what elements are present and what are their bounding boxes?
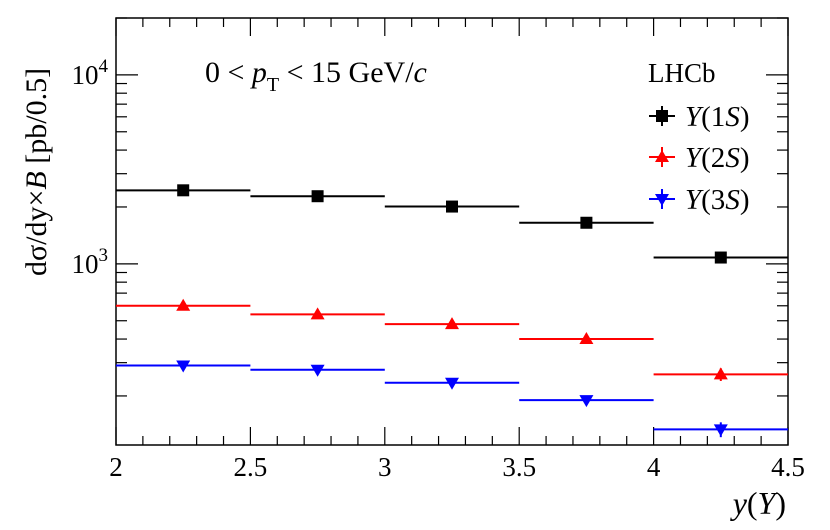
legend-label: Υ(1S) bbox=[685, 101, 749, 133]
data-point bbox=[176, 360, 191, 373]
legend-marker bbox=[655, 194, 669, 206]
y-axis-label: dσ/dy×B [pb/0.5] bbox=[20, 68, 53, 276]
y-tick-label: 104 bbox=[72, 56, 109, 90]
data-point bbox=[310, 364, 325, 377]
legend-item: Υ(3S) bbox=[649, 184, 749, 216]
x-tick-label: 4 bbox=[647, 452, 661, 482]
legend-item: Υ(2S) bbox=[649, 142, 749, 174]
kinematic-range-label: 0 < pT < 15 GeV/c bbox=[205, 56, 427, 96]
data-point bbox=[713, 424, 728, 437]
data-series bbox=[116, 184, 788, 438]
data-point bbox=[579, 395, 594, 408]
data-point bbox=[713, 367, 728, 380]
data-point bbox=[311, 190, 324, 203]
data-point bbox=[446, 200, 458, 213]
data-point bbox=[445, 317, 459, 330]
data-point bbox=[445, 377, 459, 390]
x-tick-label: 2 bbox=[109, 452, 123, 482]
axis-ticks: 2 2.5 3 3.5 4 4.5 103 104 bbox=[72, 17, 805, 482]
y-tick-label: 103 bbox=[72, 245, 109, 279]
data-point bbox=[580, 216, 593, 229]
x-axis-label: y(Υ) bbox=[730, 485, 786, 521]
data-point bbox=[579, 332, 594, 345]
experiment-label: LHCb bbox=[648, 58, 716, 88]
data-point bbox=[176, 298, 191, 311]
legend-label: Υ(2S) bbox=[685, 142, 749, 174]
series-triangle-down bbox=[116, 360, 788, 438]
legend-item: Υ(1S) bbox=[649, 101, 749, 133]
legend-marker bbox=[655, 150, 669, 162]
x-tick-label: 3.5 bbox=[502, 452, 536, 482]
legend-label: Υ(3S) bbox=[685, 184, 749, 216]
legend: Υ(1S) Υ(2S) Υ(3S) bbox=[649, 101, 749, 216]
x-tick-label: 3 bbox=[378, 452, 392, 482]
series-square bbox=[116, 184, 788, 264]
x-tick-label: 4.5 bbox=[771, 452, 805, 482]
plot-frame bbox=[115, 17, 789, 446]
data-point bbox=[177, 184, 190, 197]
data-point bbox=[714, 251, 727, 264]
data-point bbox=[310, 307, 325, 320]
x-tick-label: 2.5 bbox=[234, 452, 268, 482]
series-triangle-up bbox=[116, 298, 788, 381]
legend-marker bbox=[656, 110, 668, 122]
